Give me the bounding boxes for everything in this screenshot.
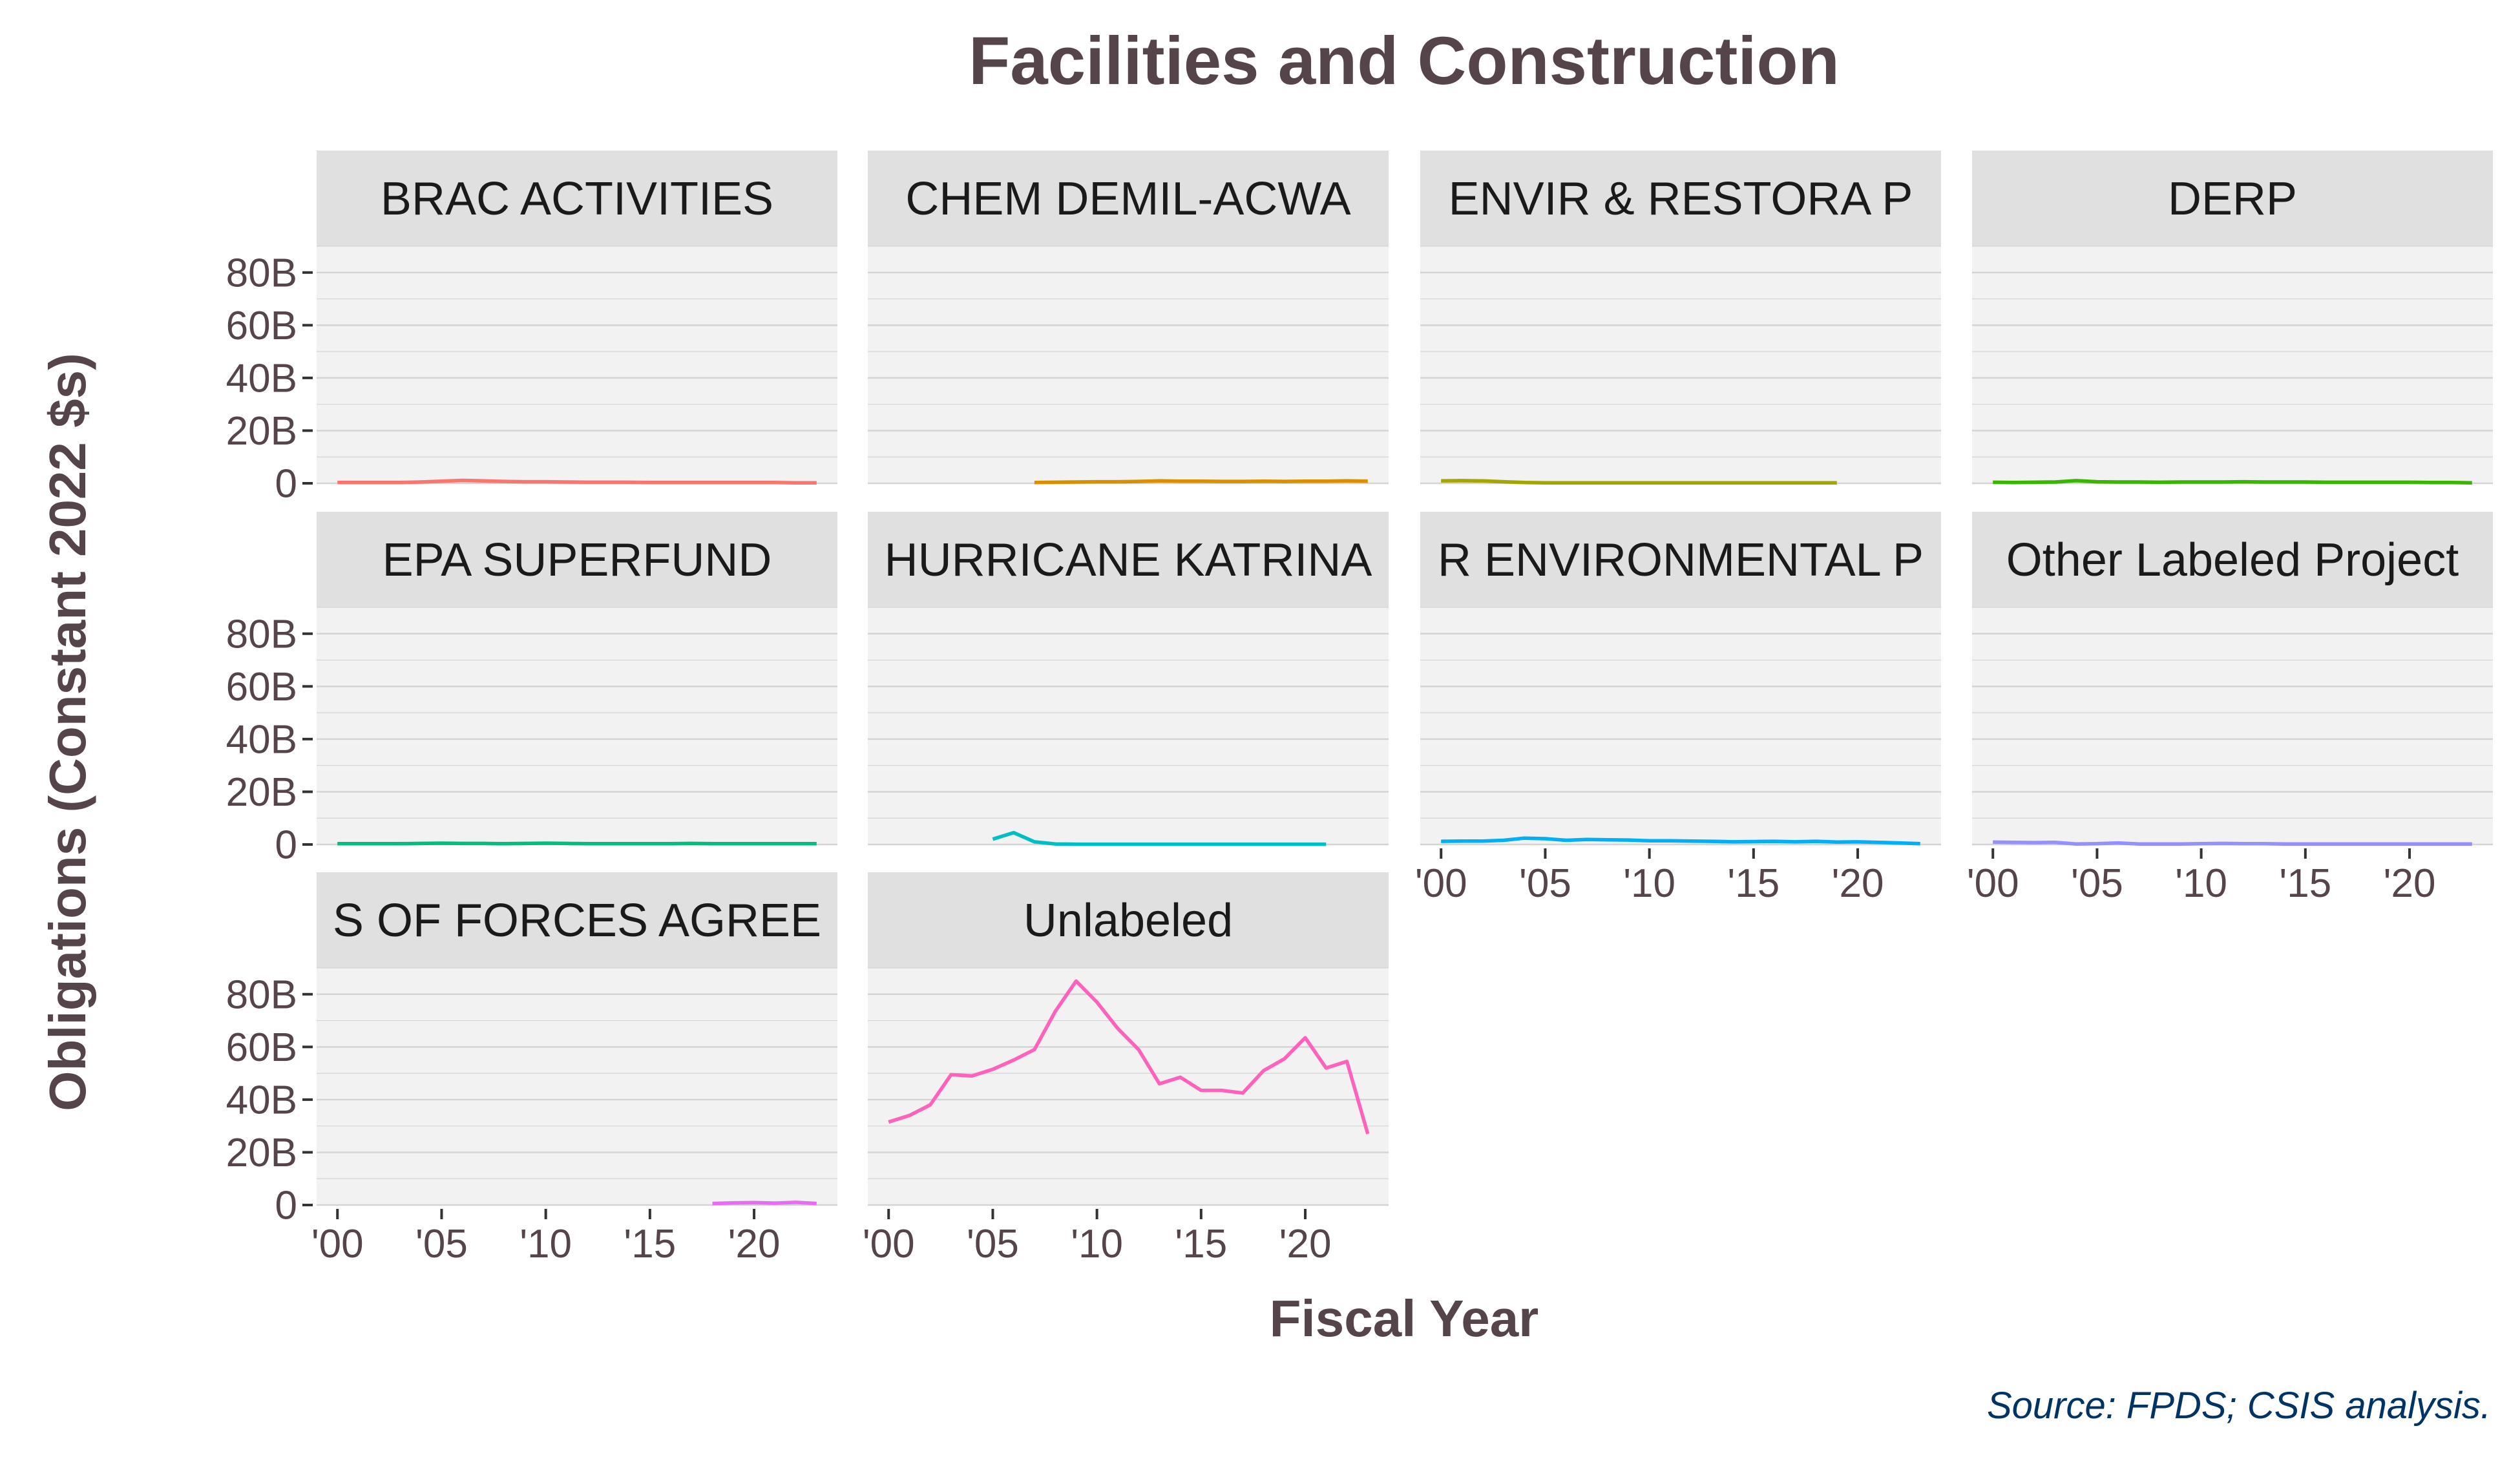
facet-strip [317, 151, 837, 246]
facet-panel: ENVIR & RESTORA P [1420, 151, 1941, 485]
series-line [888, 979, 1370, 1135]
source-caption: Source: FPDS; CSIS analysis. [1987, 1385, 2491, 1427]
facet-strip-label: Other Labeled Project [2006, 534, 2459, 586]
panel-background [1972, 246, 2493, 483]
y-tick-label: 40B [226, 718, 297, 762]
series-line [992, 830, 1327, 846]
x-tick-label: '10 [2175, 861, 2227, 906]
x-tick-label: '10 [1623, 861, 1675, 906]
x-tick-label: '10 [1071, 1222, 1123, 1266]
facet-strip [317, 872, 837, 968]
y-tick-label: 60B [226, 304, 297, 348]
facet-strip [1972, 151, 2493, 246]
series-line [1034, 479, 1368, 485]
y-tick-label: 0 [275, 823, 297, 868]
facet-panel: Other Labeled Project '00 '05 '10 '15 '20 [1967, 512, 2493, 906]
x-tick-label: '15 [1175, 1222, 1227, 1266]
facet-strip [868, 151, 1389, 246]
chart-title: Facilities and Construction [969, 23, 1840, 99]
y-tick-label: 0 [275, 462, 297, 507]
facet-panel: BRAC ACTIVITIES 0 20B 40B 60B 80B [226, 151, 837, 507]
y-tick-label: 20B [226, 1131, 297, 1175]
x-tick-label: '15 [624, 1222, 676, 1266]
x-tick-label: '05 [2071, 861, 2123, 906]
facet-panel: EPA SUPERFUND 0 20B 40B 60B 80B [226, 512, 837, 868]
facet-strip-label: BRAC ACTIVITIES [381, 173, 773, 225]
y-tick-label: 40B [226, 1078, 297, 1123]
x-tick-label: '20 [2384, 861, 2436, 906]
series-line [712, 1200, 817, 1206]
x-tick-label: '00 [311, 1222, 364, 1266]
panel-background [317, 246, 837, 483]
x-tick-label: '20 [728, 1222, 781, 1266]
facet-panel: R ENVIRONMENTAL P '00 '05 '10 '15 '20 [1415, 512, 1941, 906]
facet-strip [1420, 512, 1941, 607]
facet-strip-label: R ENVIRONMENTAL P [1438, 534, 1924, 586]
series-line [1993, 840, 2472, 846]
series-line [1441, 479, 1837, 485]
y-tick-label: 60B [226, 665, 297, 709]
facet-panel: S OF FORCES AGREE 0 20B 40B 60B 80B '00 '05 '10 '… [226, 872, 837, 1266]
panel-background [1972, 607, 2493, 844]
x-tick-label: '00 [1415, 861, 1467, 906]
x-tick-label: '05 [415, 1222, 468, 1266]
x-tick-label: '05 [1519, 861, 1571, 906]
x-tick-label: '05 [967, 1222, 1019, 1266]
facet-strip-label: CHEM DEMIL-ACWA [905, 173, 1350, 225]
x-tick-label: '10 [520, 1222, 572, 1266]
panel-background [868, 607, 1389, 844]
facet-panel: DERP [1972, 151, 2493, 485]
x-axis-title: Fiscal Year [1270, 1290, 1539, 1347]
facet-strip [1420, 151, 1941, 246]
facet-strip [1972, 512, 2493, 607]
facet-strip-label: EPA SUPERFUND [383, 534, 772, 586]
facet-strip-label: HURRICANE KATRINA [885, 534, 1372, 586]
y-tick-label: 60B [226, 1025, 297, 1070]
x-tick-label: '15 [2279, 861, 2331, 906]
y-tick-label: 80B [226, 612, 297, 656]
series-line [1993, 479, 2472, 485]
facet-panel: CHEM DEMIL-ACWA [868, 151, 1389, 485]
panel-background [868, 246, 1389, 483]
series-line [1441, 836, 1920, 846]
panel-background [868, 968, 1389, 1205]
x-tick-label: '00 [863, 1222, 915, 1266]
facet-strip-label: S OF FORCES AGREE [333, 895, 821, 947]
series-line [337, 478, 817, 485]
facet-strip [868, 872, 1389, 968]
facet-strip-label: Unlabeled [1024, 895, 1233, 947]
facet-panel: HURRICANE KATRINA [868, 512, 1389, 846]
series-line [337, 841, 817, 846]
facet-strip [868, 512, 1389, 607]
panel-background [317, 968, 837, 1205]
facet-panel: Unlabeled '00 '05 '10 '15 '20 [863, 872, 1389, 1266]
y-tick-label: 20B [226, 409, 297, 454]
x-tick-label: '00 [1967, 861, 2019, 906]
y-tick-label: 80B [226, 972, 297, 1017]
x-tick-label: '20 [1832, 861, 1884, 906]
x-tick-label: '15 [1727, 861, 1780, 906]
y-tick-label: 20B [226, 770, 297, 815]
y-axis-title: Obligations (Constant 2022 $s) [39, 353, 96, 1111]
panel-background [1420, 607, 1941, 844]
facet-strip [317, 512, 837, 607]
x-tick-label: '20 [1279, 1222, 1332, 1266]
facet-strip-label: DERP [2168, 173, 2297, 225]
panel-background [317, 607, 837, 844]
panel-background [1420, 246, 1941, 483]
y-tick-label: 40B [226, 357, 297, 401]
y-tick-label: 0 [275, 1184, 297, 1228]
facet-strip-label: ENVIR & RESTORA P [1449, 173, 1913, 225]
y-tick-label: 80B [226, 251, 297, 295]
